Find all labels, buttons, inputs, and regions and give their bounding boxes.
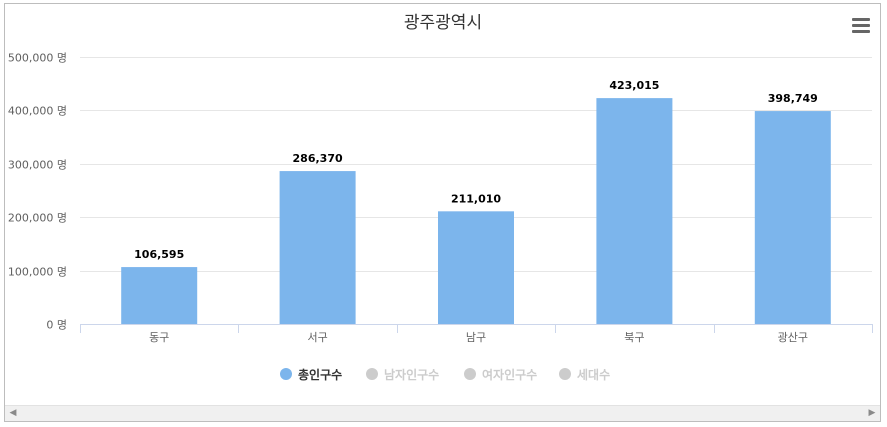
y-tick-label: 200,000 명 [8,212,67,225]
legend-marker [280,368,292,380]
bar-북구[interactable] [596,98,673,325]
x-tick-label: 남구 [466,331,486,344]
y-tick-label: 300,000 명 [8,159,67,172]
legend-label: 여자인구수 [482,367,537,382]
data-label: 106,595 [134,248,184,261]
legend-item-총인구수[interactable]: 총인구수 [280,367,342,382]
legend-marker [559,368,571,380]
bar-남구[interactable] [438,211,514,324]
bar-서구[interactable] [279,171,356,324]
hamburger-menu-icon[interactable] [852,18,870,33]
scroll-left-arrow-icon[interactable]: ◀ [9,408,17,418]
horizontal-scrollbar[interactable]: ◀ ▶ [5,405,880,421]
x-tick-label: 서구 [307,331,327,344]
bar-광산구[interactable] [754,111,831,325]
data-label: 398,749 [768,92,818,105]
data-label: 423,015 [609,79,659,92]
x-tick-label: 동구 [149,331,169,344]
y-tick-label: 400,000 명 [8,105,67,118]
legend-label: 남자인구수 [384,367,439,382]
legend-label: 세대수 [577,367,610,382]
data-label: 286,370 [293,152,343,165]
legend-item-남자인구수[interactable]: 남자인구수 [366,367,439,382]
y-tick-label: 500,000 명 [8,52,67,65]
legend-marker [366,368,378,380]
chart-title: 광주광역시 [404,13,482,33]
bar-동구[interactable] [121,267,198,324]
y-tick-label: 0 명 [46,319,67,332]
legend-marker [464,368,476,380]
x-tick-label: 북구 [624,331,644,344]
legend-item-세대수[interactable]: 세대수 [559,367,610,382]
data-label: 211,010 [451,192,501,205]
legend-item-여자인구수[interactable]: 여자인구수 [464,367,537,382]
scroll-right-arrow-icon[interactable]: ▶ [868,408,876,418]
legend-label: 총인구수 [298,367,342,382]
y-tick-label: 100,000 명 [8,266,67,279]
x-tick-label: 광산구 [778,331,808,344]
